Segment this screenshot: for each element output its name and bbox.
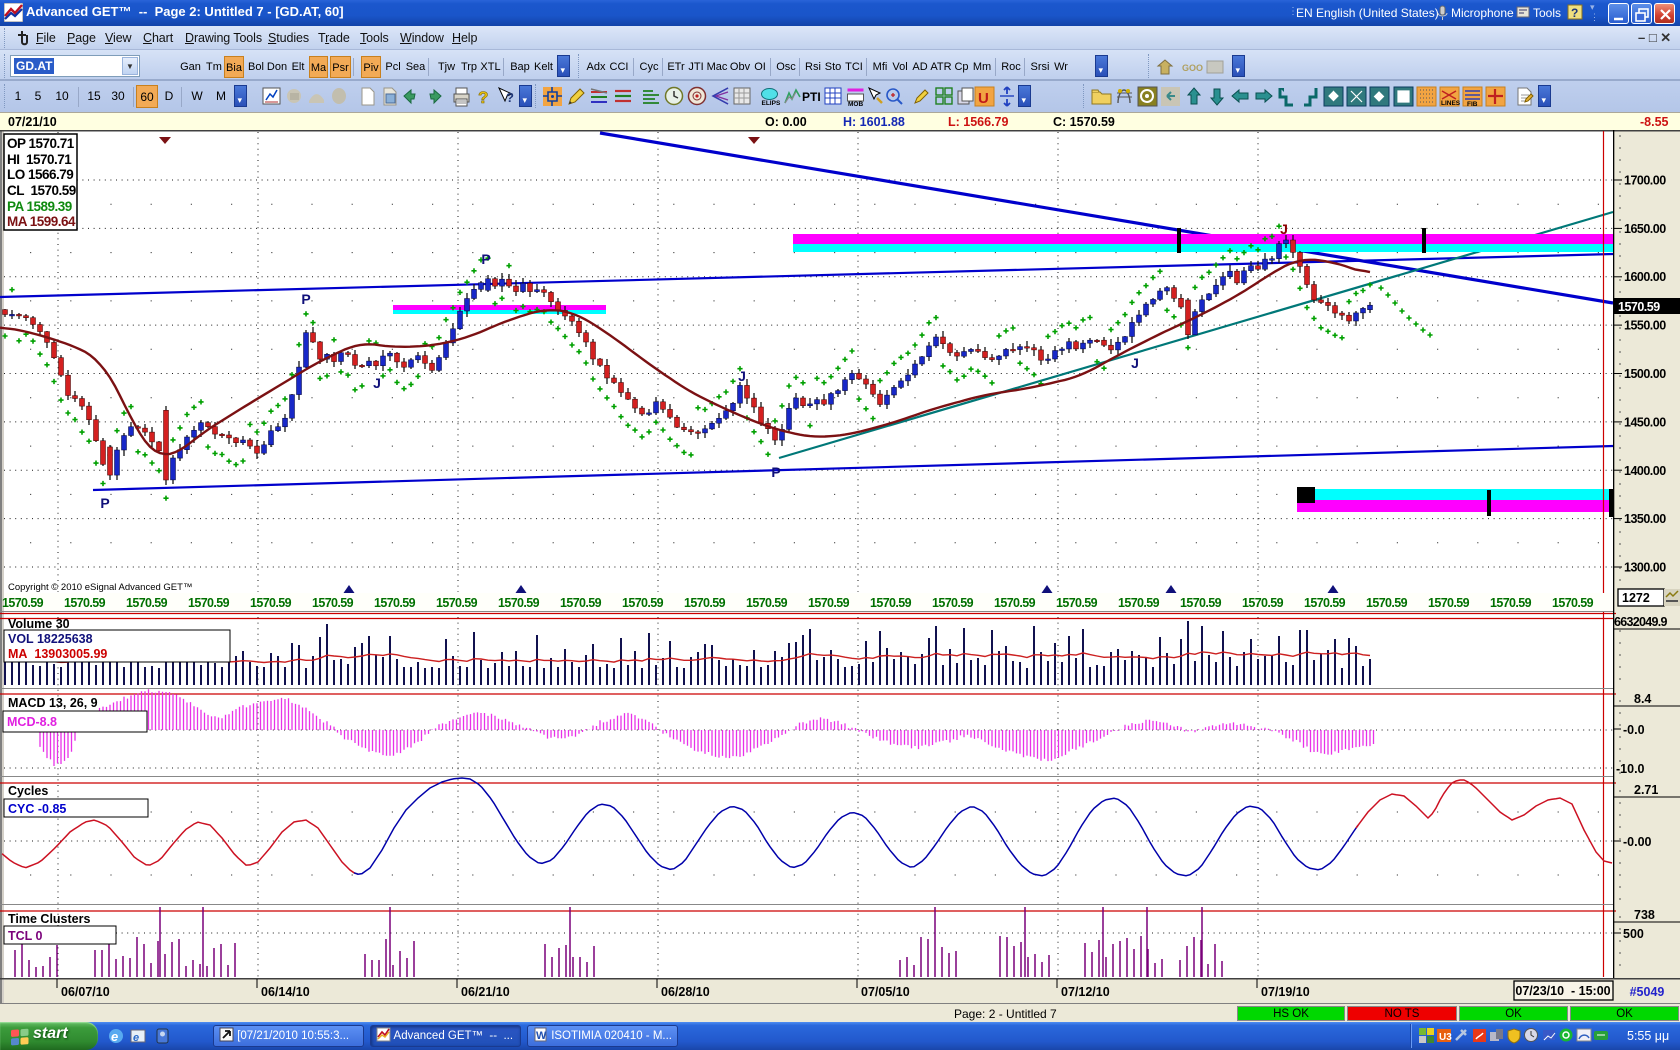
svg-text:#5049: #5049 <box>1630 985 1665 999</box>
svg-text:06/21/10: 06/21/10 <box>461 985 510 999</box>
svg-text:TCL 0: TCL 0 <box>8 929 43 943</box>
svg-text:P: P <box>100 495 109 511</box>
svg-text:1550.00: 1550.00 <box>1624 319 1666 333</box>
svg-text:1570.59: 1570.59 <box>1366 596 1408 610</box>
svg-text:FIB: FIB <box>1467 101 1478 108</box>
svg-text:P: P <box>301 291 310 307</box>
svg-text:1570.59: 1570.59 <box>312 596 354 610</box>
svg-text:MA 13903005.99: MA 13903005.99 <box>8 647 107 661</box>
svg-text:1350.00: 1350.00 <box>1624 512 1666 526</box>
svg-text:LINES: LINES <box>1441 100 1461 107</box>
svg-text:MA 1599.64: MA 1599.64 <box>7 214 76 229</box>
svg-text:07/12/10: 07/12/10 <box>1061 985 1110 999</box>
svg-text:?: ? <box>478 88 488 107</box>
svg-text:1570.59: 1570.59 <box>1490 596 1532 610</box>
svg-text:-10.0: -10.0 <box>1616 762 1645 776</box>
svg-text:LO 1566.79: LO 1566.79 <box>7 167 73 182</box>
svg-text:P: P <box>771 464 780 480</box>
svg-text:07/23/10 - 15:00: 07/23/10 - 15:00 <box>1515 984 1610 998</box>
svg-text:1570.59: 1570.59 <box>560 596 602 610</box>
svg-text:1700.00: 1700.00 <box>1624 174 1666 188</box>
svg-text:1570.59: 1570.59 <box>1180 596 1222 610</box>
svg-text:1570.59: 1570.59 <box>436 596 478 610</box>
svg-text:e: e <box>111 1029 118 1044</box>
svg-text:ELIPS: ELIPS <box>762 100 781 107</box>
svg-text:W: W <box>536 1030 547 1042</box>
svg-text:1570.59: 1570.59 <box>1552 596 1594 610</box>
svg-text:P: P <box>481 251 490 267</box>
svg-text:06/14/10: 06/14/10 <box>261 985 310 999</box>
svg-text:1570.59: 1570.59 <box>1618 300 1660 314</box>
svg-text:J: J <box>1131 355 1139 371</box>
svg-text:07/19/10: 07/19/10 <box>1261 985 1310 999</box>
svg-text:1650.00: 1650.00 <box>1624 222 1666 236</box>
svg-text:CYC -0.85: CYC -0.85 <box>8 802 66 816</box>
svg-text:1570.59: 1570.59 <box>2 596 44 610</box>
svg-text:1570.59: 1570.59 <box>684 596 726 610</box>
svg-text:1300.00: 1300.00 <box>1624 561 1666 575</box>
svg-text:U: U <box>978 90 989 107</box>
svg-text:VOL 18225638: VOL 18225638 <box>8 632 93 646</box>
svg-text:Cycles: Cycles <box>8 784 48 798</box>
svg-text:1570.59: 1570.59 <box>498 596 540 610</box>
svg-text:OP 1570.71: OP 1570.71 <box>7 136 75 151</box>
svg-text:MACD 13, 26, 9: MACD 13, 26, 9 <box>8 696 98 710</box>
svg-text:1570.59: 1570.59 <box>1242 596 1284 610</box>
svg-text:-0.00: -0.00 <box>1623 835 1652 849</box>
svg-text:07/05/10: 07/05/10 <box>861 985 910 999</box>
svg-text:1272: 1272 <box>1622 591 1650 605</box>
svg-text:1570.59: 1570.59 <box>1428 596 1470 610</box>
svg-text:1570.59: 1570.59 <box>1056 596 1098 610</box>
svg-text:06/07/10: 06/07/10 <box>61 985 110 999</box>
svg-text:?: ? <box>506 90 514 105</box>
svg-text:1500.00: 1500.00 <box>1624 367 1666 381</box>
svg-text:1450.00: 1450.00 <box>1624 415 1666 429</box>
svg-text:1570.59: 1570.59 <box>932 596 974 610</box>
svg-text:1400.00: 1400.00 <box>1624 464 1666 478</box>
svg-text:MCD-8.8: MCD-8.8 <box>7 715 57 729</box>
svg-text:6632049.9: 6632049.9 <box>1614 615 1668 629</box>
svg-text:1570.59: 1570.59 <box>64 596 106 610</box>
svg-text:1570.59: 1570.59 <box>622 596 664 610</box>
svg-text:1570.59: 1570.59 <box>374 596 416 610</box>
svg-text:1570.59: 1570.59 <box>994 596 1036 610</box>
svg-text:8.4: 8.4 <box>1634 692 1651 706</box>
svg-text:1570.59: 1570.59 <box>870 596 912 610</box>
svg-text:1570.59: 1570.59 <box>746 596 788 610</box>
svg-text:1570.59: 1570.59 <box>1118 596 1160 610</box>
svg-text:PA 1589.39: PA 1589.39 <box>7 199 72 214</box>
svg-text:GOO: GOO <box>1182 63 1203 73</box>
svg-text:CL 1570.59: CL 1570.59 <box>7 183 76 198</box>
svg-text:738: 738 <box>1634 908 1655 922</box>
svg-text:1570.59: 1570.59 <box>188 596 230 610</box>
svg-text:Volume 30: Volume 30 <box>8 617 70 631</box>
svg-text:Time Clusters: Time Clusters <box>8 912 90 926</box>
svg-text:1570.59: 1570.59 <box>1304 596 1346 610</box>
svg-text:J: J <box>1280 221 1288 237</box>
svg-text:J: J <box>373 375 381 391</box>
svg-text:1600.00: 1600.00 <box>1624 270 1666 284</box>
svg-text:PTI: PTI <box>802 90 821 104</box>
svg-text:06/28/10: 06/28/10 <box>661 985 710 999</box>
svg-text:-0.0: -0.0 <box>1623 723 1645 737</box>
svg-text:U3: U3 <box>1439 1032 1452 1043</box>
svg-text:HI 1570.71: HI 1570.71 <box>7 152 72 167</box>
svg-text:1570.59: 1570.59 <box>808 596 850 610</box>
svg-text:e: e <box>133 1032 139 1044</box>
svg-text:2.71: 2.71 <box>1634 783 1658 797</box>
svg-text:?: ? <box>1571 6 1578 20</box>
svg-text:1570.59: 1570.59 <box>126 596 168 610</box>
svg-text:1570.59: 1570.59 <box>250 596 292 610</box>
svg-text:Copyright © 2010 eSignal Advan: Copyright © 2010 eSignal Advanced GET™ <box>8 582 192 593</box>
svg-text:MOB: MOB <box>848 101 863 108</box>
svg-text:500: 500 <box>1623 927 1644 941</box>
svg-text:J: J <box>738 368 746 384</box>
